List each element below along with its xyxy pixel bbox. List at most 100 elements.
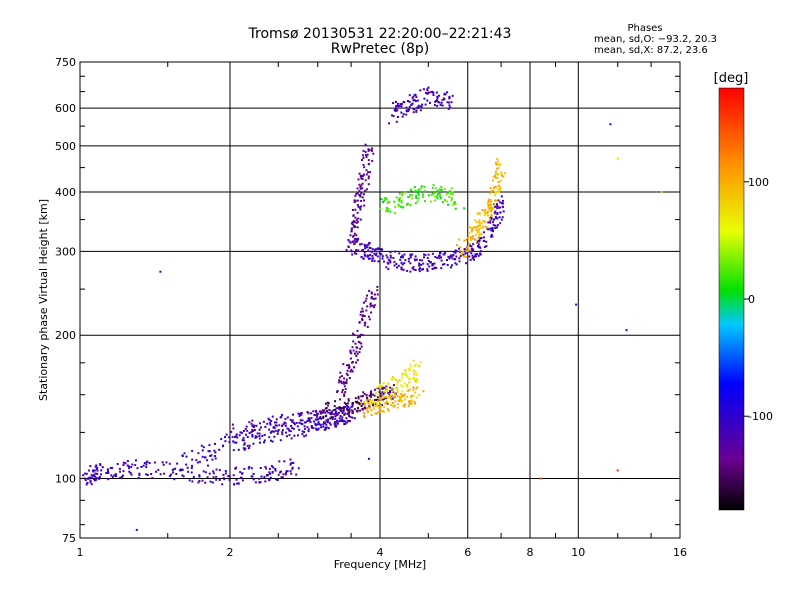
data-point <box>356 401 358 404</box>
data-point <box>315 424 318 427</box>
data-point <box>407 100 409 102</box>
data-point <box>414 371 417 374</box>
data-point <box>315 418 318 421</box>
data-point <box>409 188 412 191</box>
data-point <box>198 480 201 482</box>
data-point <box>89 481 92 484</box>
data-point <box>418 394 421 397</box>
data-point <box>408 381 411 384</box>
data-point <box>289 430 292 433</box>
data-point <box>389 251 392 254</box>
data-point <box>373 407 376 410</box>
data-point <box>185 463 188 466</box>
data-point <box>222 477 225 480</box>
data-point <box>383 199 386 202</box>
data-point <box>274 429 277 432</box>
data-point <box>499 189 502 192</box>
data-point <box>412 386 415 389</box>
data-point <box>385 387 388 390</box>
data-point <box>332 409 335 412</box>
x-tick-label: 4 <box>377 546 384 559</box>
data-point <box>424 254 427 257</box>
data-point <box>289 418 292 421</box>
data-point <box>386 210 389 213</box>
data-point <box>502 199 504 202</box>
data-point <box>365 297 368 300</box>
data-point <box>371 259 374 262</box>
data-point <box>334 415 337 418</box>
data-point <box>346 369 349 372</box>
data-point <box>489 209 492 212</box>
data-point <box>423 253 425 256</box>
data-point <box>191 449 194 452</box>
data-point <box>361 249 364 252</box>
data-point <box>357 407 359 409</box>
data-point <box>417 193 420 196</box>
data-point <box>82 474 85 477</box>
data-point <box>301 419 304 422</box>
data-point <box>340 407 342 410</box>
data-point <box>420 106 423 109</box>
data-point <box>468 242 471 245</box>
data-point <box>415 258 418 261</box>
data-point <box>322 425 325 428</box>
data-point <box>384 396 387 399</box>
data-point <box>122 474 124 477</box>
data-point <box>250 467 253 470</box>
data-point <box>483 211 486 214</box>
data-point <box>359 313 362 316</box>
data-point <box>360 405 363 407</box>
data-point <box>397 403 400 406</box>
data-point <box>129 472 132 474</box>
data-point <box>310 426 313 429</box>
data-point <box>94 475 97 478</box>
data-point <box>237 482 240 485</box>
data-point <box>381 388 384 390</box>
data-point <box>499 211 502 214</box>
data-point <box>421 195 424 198</box>
data-point <box>356 204 359 207</box>
data-point <box>354 400 357 403</box>
data-point <box>324 426 327 429</box>
data-point <box>490 217 493 220</box>
data-point <box>202 470 205 473</box>
data-point <box>380 385 383 388</box>
data-point <box>361 307 364 310</box>
data-point <box>470 252 473 255</box>
data-point <box>469 236 472 238</box>
data-point <box>258 435 261 437</box>
data-point <box>387 258 390 261</box>
data-point <box>310 417 313 419</box>
data-point <box>450 187 453 190</box>
data-point <box>196 461 199 464</box>
data-point <box>427 86 430 89</box>
data-point <box>449 106 452 109</box>
data-point <box>393 200 396 203</box>
data-point <box>130 473 133 476</box>
data-point <box>474 253 477 256</box>
data-point <box>491 228 494 231</box>
data-point <box>489 218 491 221</box>
data-point <box>414 189 417 192</box>
data-point <box>319 423 322 426</box>
data-point <box>89 479 92 482</box>
data-point <box>320 411 323 414</box>
data-point <box>173 468 176 470</box>
data-point <box>489 221 492 224</box>
data-point <box>389 210 392 213</box>
data-point <box>419 259 421 262</box>
data-point <box>379 398 381 401</box>
data-point <box>418 268 421 271</box>
data-point <box>361 177 364 180</box>
data-point <box>285 470 288 473</box>
data-point <box>371 401 374 404</box>
data-point <box>365 309 368 312</box>
data-point <box>386 198 389 201</box>
data-point <box>373 399 376 401</box>
data-point <box>243 467 246 470</box>
data-point <box>411 197 414 200</box>
data-point <box>271 415 274 418</box>
data-point <box>400 261 403 264</box>
data-point <box>390 404 393 406</box>
data-point <box>436 190 439 193</box>
